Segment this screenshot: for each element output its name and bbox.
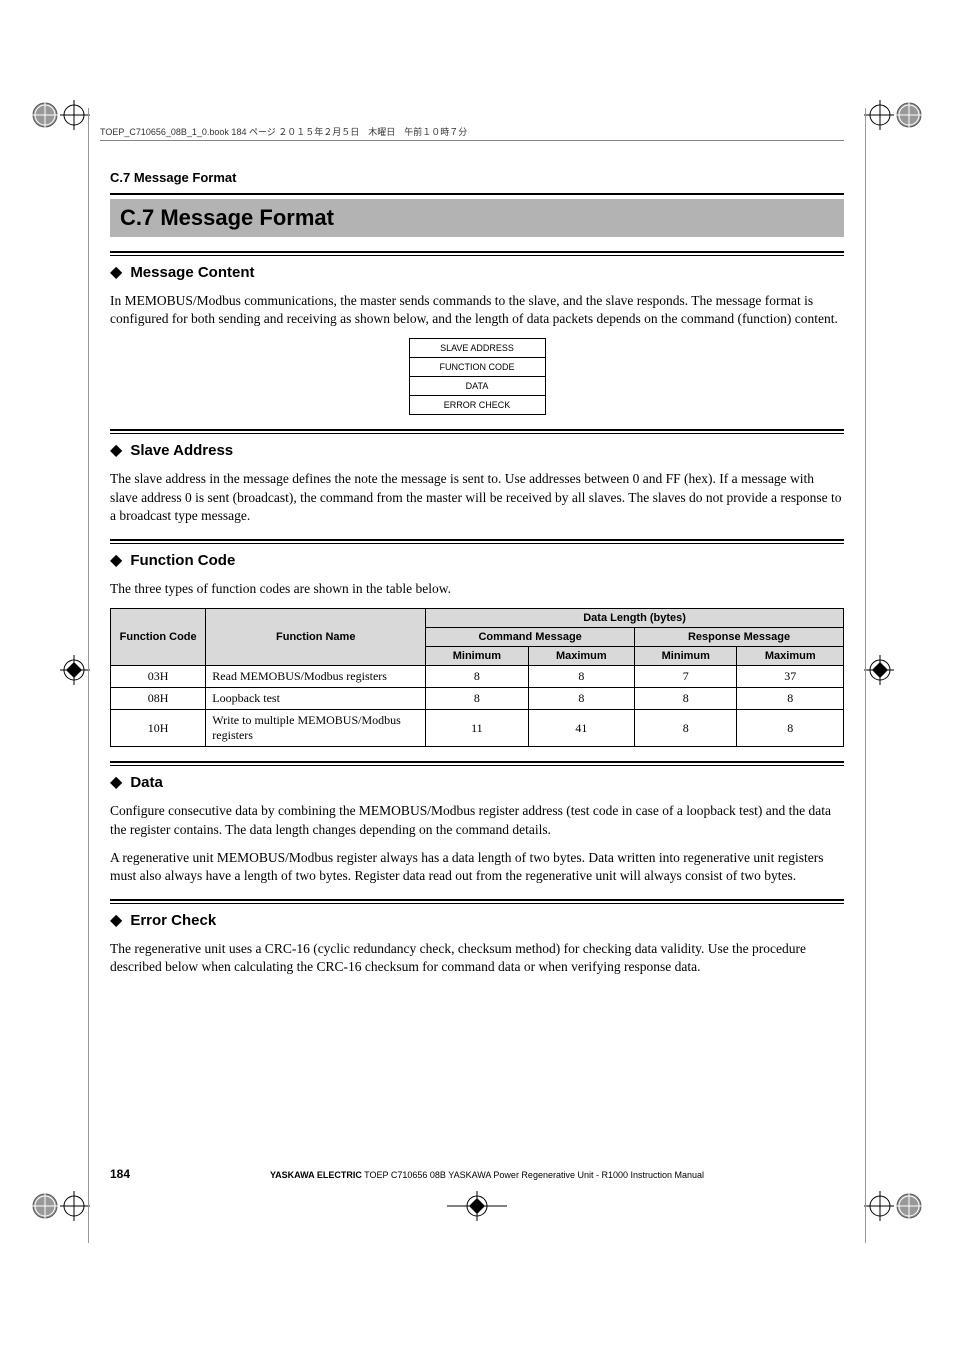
registration-mark-icon — [30, 100, 90, 160]
table-cell: 7 — [635, 666, 737, 688]
footer-text: YASKAWA ELECTRIC TOEP C710656 08B YASKAW… — [270, 1170, 704, 1180]
paragraph: A regenerative unit MEMOBUS/Modbus regis… — [110, 849, 844, 885]
paragraph: The three types of function codes are sh… — [110, 580, 844, 598]
footer-brand: YASKAWA ELECTRIC — [270, 1170, 362, 1180]
subsection-title: Message Content — [130, 264, 254, 281]
paragraph: The regenerative unit uses a CRC-16 (cyc… — [110, 940, 844, 976]
subsection-title: Data — [130, 774, 163, 791]
table-header: Maximum — [737, 647, 844, 666]
subsection-title: Slave Address — [130, 442, 233, 459]
table-cell: 11 — [426, 710, 528, 747]
table-cell: 03H — [111, 666, 206, 688]
running-header: C.7 Message Format — [110, 170, 844, 185]
section-title: C.7 Message Format — [110, 199, 844, 237]
table-header: Response Message — [635, 628, 844, 647]
table-cell: 8 — [528, 666, 635, 688]
diamond-icon: ◆ — [110, 772, 122, 792]
table-header: Function Code — [111, 609, 206, 666]
registration-mark-icon — [30, 1161, 90, 1221]
registration-mark-icon — [864, 640, 924, 700]
table-cell: Read MEMOBUS/Modbus registers — [206, 666, 426, 688]
paragraph: In MEMOBUS/Modbus communications, the ma… — [110, 292, 844, 328]
paragraph: The slave address in the message defines… — [110, 470, 844, 525]
table-cell: 37 — [737, 666, 844, 688]
registration-mark-icon — [864, 100, 924, 160]
table-header: Minimum — [426, 647, 528, 666]
subsection-header: ◆ Slave Address — [110, 429, 844, 460]
table-cell: 08H — [111, 688, 206, 710]
table-cell: 10H — [111, 710, 206, 747]
diamond-icon: ◆ — [110, 910, 122, 930]
table-cell: 8 — [737, 688, 844, 710]
divider — [110, 193, 844, 195]
header-line: TOEP_C710656_08B_1_0.book 184 ページ ２０１５年２… — [100, 125, 844, 141]
table-cell: SLAVE ADDRESS — [409, 339, 545, 358]
diamond-icon: ◆ — [110, 550, 122, 570]
message-structure-table: SLAVE ADDRESS FUNCTION CODE DATA ERROR C… — [409, 338, 546, 415]
table-cell: 8 — [737, 710, 844, 747]
paragraph: Configure consecutive data by combining … — [110, 802, 844, 838]
table-header: Maximum — [528, 647, 635, 666]
table-cell: 41 — [528, 710, 635, 747]
function-code-table: Function Code Function Name Data Length … — [110, 608, 844, 747]
table-row: 10H Write to multiple MEMOBUS/Modbus reg… — [111, 710, 844, 747]
table-cell: 8 — [528, 688, 635, 710]
registration-mark-icon — [864, 1161, 924, 1221]
page-footer: 184 YASKAWA ELECTRIC TOEP C710656 08B YA… — [110, 1167, 844, 1181]
table-cell: 8 — [426, 688, 528, 710]
table-cell: 8 — [635, 710, 737, 747]
subsection-title: Function Code — [130, 552, 235, 569]
table-header: Command Message — [426, 628, 635, 647]
registration-mark-icon — [30, 640, 90, 700]
page-number: 184 — [110, 1167, 130, 1181]
subsection-title: Error Check — [130, 912, 216, 929]
footer-rest: TOEP C710656 08B YASKAWA Power Regenerat… — [362, 1170, 704, 1180]
table-cell: 8 — [426, 666, 528, 688]
table-row: 03H Read MEMOBUS/Modbus registers 8 8 7 … — [111, 666, 844, 688]
subsection-header: ◆ Error Check — [110, 899, 844, 930]
subsection-header: ◆ Message Content — [110, 251, 844, 282]
table-cell: Loopback test — [206, 688, 426, 710]
table-cell: FUNCTION CODE — [409, 358, 545, 377]
table-header: Data Length (bytes) — [426, 609, 844, 628]
table-cell: 8 — [635, 688, 737, 710]
table-header: Function Name — [206, 609, 426, 666]
table-row: Function Code Function Name Data Length … — [111, 609, 844, 628]
subsection-header: ◆ Data — [110, 761, 844, 792]
page-content: C.7 Message Format C.7 Message Format ◆ … — [110, 170, 844, 987]
table-cell: DATA — [409, 377, 545, 396]
table-row: 08H Loopback test 8 8 8 8 — [111, 688, 844, 710]
diamond-icon: ◆ — [110, 440, 122, 460]
table-cell: Write to multiple MEMOBUS/Modbus registe… — [206, 710, 426, 747]
subsection-header: ◆ Function Code — [110, 539, 844, 570]
table-cell: ERROR CHECK — [409, 396, 545, 415]
diamond-icon: ◆ — [110, 262, 122, 282]
table-header: Minimum — [635, 647, 737, 666]
